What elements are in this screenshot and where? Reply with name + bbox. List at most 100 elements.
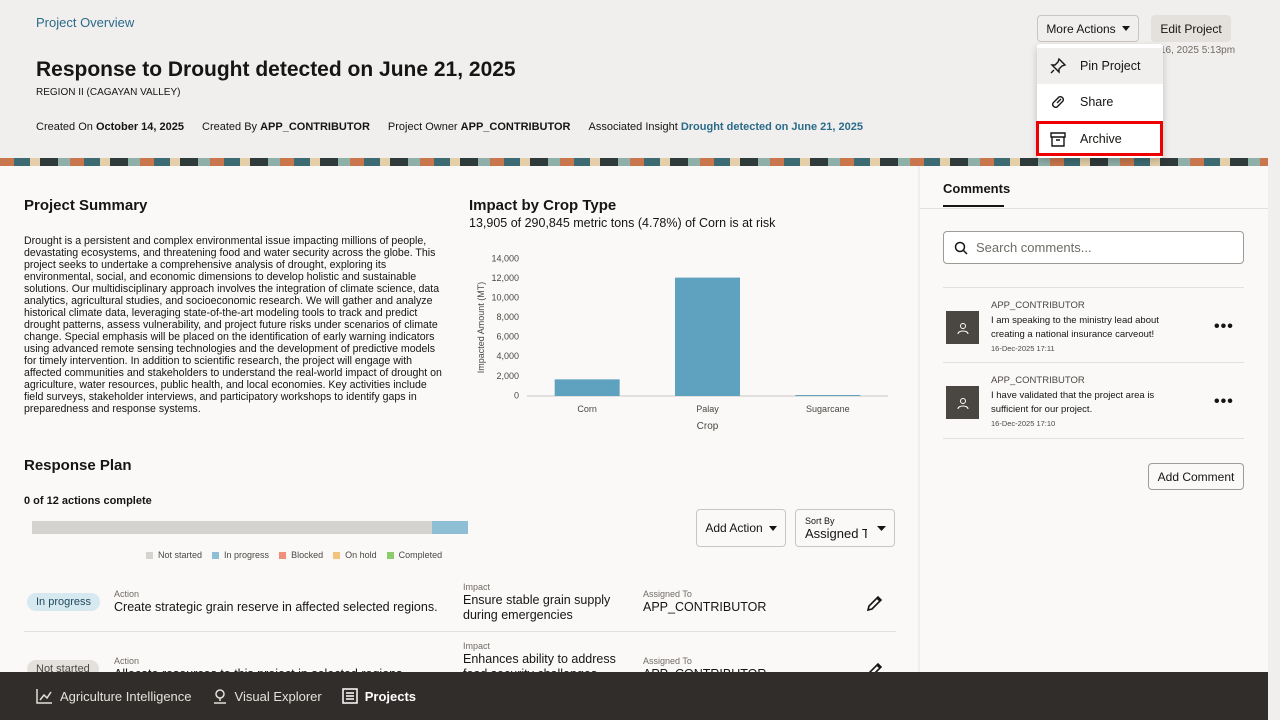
meta-label: Created On (36, 121, 93, 133)
y-tick-label: 14,000 (491, 253, 519, 263)
field-label: Impact (463, 582, 491, 592)
avatar (946, 311, 979, 344)
nav-item[interactable]: Visual Explorer (212, 688, 322, 704)
legend-swatch (386, 551, 394, 559)
menu-text: Archive (1080, 131, 1122, 146)
add-comment-button[interactable]: Add Comment (1148, 463, 1244, 490)
button-text: More Actions (1046, 21, 1116, 36)
comments-tab[interactable]: Comments (943, 181, 1010, 207)
x-tick-label: Corn (577, 404, 597, 414)
legend-item: Completed (386, 550, 443, 560)
progress-segment (431, 521, 468, 534)
edit-project-button[interactable]: Edit Project (1151, 15, 1231, 42)
meta: Created On October 14, 2025 Created By A… (36, 121, 863, 133)
y-tick-label: 8,000 (496, 312, 519, 322)
add-action-button[interactable]: Add Action (696, 509, 786, 547)
y-axis-label: Impacted Amount (MT) (476, 282, 486, 374)
sort-select[interactable]: Sort By Assigned T (795, 509, 895, 547)
menu-text: Pin Project (1080, 59, 1141, 73)
edit-icon[interactable] (866, 594, 884, 612)
sort-label: Sort By (805, 515, 835, 526)
legend-swatch (146, 551, 153, 559)
pin-icon (1050, 57, 1067, 74)
main-panel (0, 166, 918, 672)
field-label: Assigned To (643, 589, 692, 599)
divider (24, 631, 896, 632)
banner (0, 158, 1268, 166)
menu-item[interactable]: Archive (1036, 121, 1163, 156)
caret (1121, 26, 1130, 31)
archive-icon (1050, 131, 1066, 147)
nav-icon (341, 688, 358, 704)
chart: 0 2,000 4,000 6,000 8,000 10,000 12,000 14,000 I… (476, 253, 888, 432)
nav-text: Visual Explorer (234, 688, 322, 704)
legend-swatch (212, 551, 220, 559)
field-label: Assigned To (643, 656, 692, 666)
legend-item: Blocked (279, 550, 323, 560)
summary-text: Drought is a persistent and complex envi… (24, 235, 442, 415)
field-label: Action (114, 656, 140, 666)
caret (768, 525, 777, 531)
meta-value: APP_CONTRIBUTOR (260, 121, 370, 133)
meta-item: Created On October 14, 2025 (36, 121, 184, 133)
comment-date: 16-Dec-2025 17:11 (991, 344, 1055, 353)
search-icon (954, 241, 968, 255)
legend-text: Completed (398, 550, 443, 560)
insight-link[interactable]: Drought detected on June 21, 2025 (680, 121, 863, 133)
divider (943, 287, 1244, 288)
progress-text: 0 of 12 actions complete (24, 495, 152, 507)
nav-item[interactable]: Agriculture Intelligence (36, 688, 192, 704)
x-axis-label: Crop (697, 421, 719, 432)
progress-segment (32, 521, 432, 534)
more-actions-button[interactable]: More Actions (1037, 15, 1139, 42)
meta-value: APP_CONTRIBUTOR (460, 121, 571, 133)
legend-swatch (333, 551, 341, 559)
legend-text: Blocked (291, 550, 324, 560)
legend-text: On hold (345, 550, 377, 560)
y-tick-label: 12,000 (491, 273, 519, 283)
legend-swatch (279, 551, 287, 559)
breadcrumb[interactable]: Project Overview (36, 15, 135, 30)
share-icon (1052, 96, 1064, 108)
legend-text: Not started (158, 550, 203, 560)
impact-text: Ensure stable grain supply during emerge… (463, 593, 611, 622)
page-title: Response to Drought detected on June 21,… (36, 58, 516, 81)
field-label: Impact (463, 641, 491, 651)
section-heading: Project Summary (24, 197, 148, 214)
menu-item[interactable]: Pin Project (1037, 48, 1163, 84)
comment-menu[interactable]: ••• (1214, 393, 1234, 410)
legend-item: On hold (333, 550, 377, 560)
search-input[interactable]: Search comments... (943, 231, 1244, 264)
divider (943, 362, 1244, 363)
dropdown-menu: Pin Project Share Archive (1036, 44, 1163, 158)
chart-title: Impact by Crop Type (469, 197, 617, 214)
y-tick-label: 2,000 (496, 371, 519, 381)
y-tick-label: 10,000 (491, 293, 519, 303)
chart-subtitle: 13,905 of 290,845 metric tons (4.78%) of… (469, 216, 776, 230)
region: REGION II (CAGAYAN VALLEY) (36, 87, 181, 98)
status-badge: In progress (27, 593, 101, 611)
nav-item[interactable]: Projects (341, 688, 417, 704)
bar (675, 277, 740, 396)
meta-item: Associated Insight Drought detected on J… (588, 121, 863, 133)
progress-bar (32, 521, 468, 534)
field-label: Action (114, 589, 140, 599)
x-tick-label: Sugarcane (806, 404, 850, 414)
sort: Sort By Assigned T (805, 516, 867, 541)
comment-menu[interactable]: ••• (1214, 318, 1234, 335)
meta-item: Created By APP_CONTRIBUTOR (202, 121, 370, 133)
section-heading: Response Plan (24, 457, 132, 474)
comment-author: APP_CONTRIBUTOR (991, 375, 1085, 386)
comment-text: I have validated that the project area i… (991, 390, 1155, 415)
menu-item[interactable]: Share (1037, 84, 1163, 120)
divider (943, 438, 1244, 439)
assignee: APP_CONTRIBUTOR (643, 600, 767, 614)
nav-text: Projects (364, 688, 417, 704)
y-tick-label: 0 (514, 390, 519, 400)
legend-item: Not started (146, 550, 202, 560)
search-placeholder: Search comments... (976, 240, 1092, 255)
menu-text: Share (1080, 95, 1114, 109)
comment-author: APP_CONTRIBUTOR (991, 300, 1085, 311)
